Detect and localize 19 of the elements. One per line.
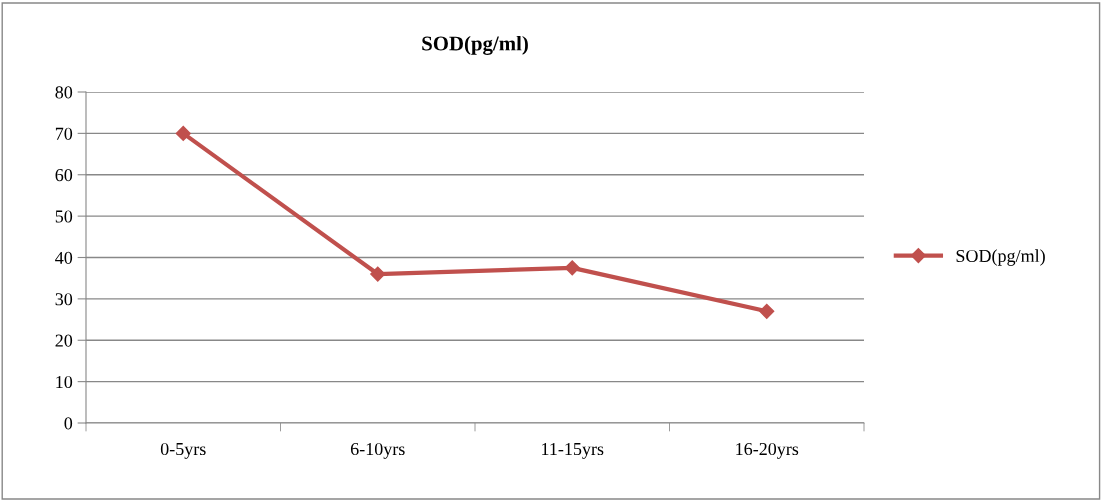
point	[175, 125, 191, 141]
point	[564, 260, 580, 276]
y-tick-label: 50	[55, 210, 73, 223]
y-tick-label: 40	[55, 251, 73, 264]
point	[370, 266, 386, 282]
y-tick-label: 70	[55, 127, 73, 140]
y-tick-label: 10	[56, 375, 73, 389]
y-tick-label: 0	[64, 417, 73, 430]
y-tick-label: 20	[55, 334, 73, 347]
x-tick-label: 16-20yrs	[736, 442, 799, 459]
chart-title: SOD(pg/ml)	[422, 35, 528, 55]
legend-label: SOD(pg/ml)	[956, 249, 1045, 266]
x-tick-label: 11-15yrs	[542, 443, 604, 459]
point	[759, 303, 775, 319]
x-tick-label: 0-5yrs	[160, 442, 206, 459]
y-tick-label: 80	[55, 86, 73, 99]
y-tick-label: 60	[55, 169, 73, 182]
y-tick-label: 30	[55, 293, 73, 306]
x-tick-label: 6-10yrs	[350, 442, 405, 459]
